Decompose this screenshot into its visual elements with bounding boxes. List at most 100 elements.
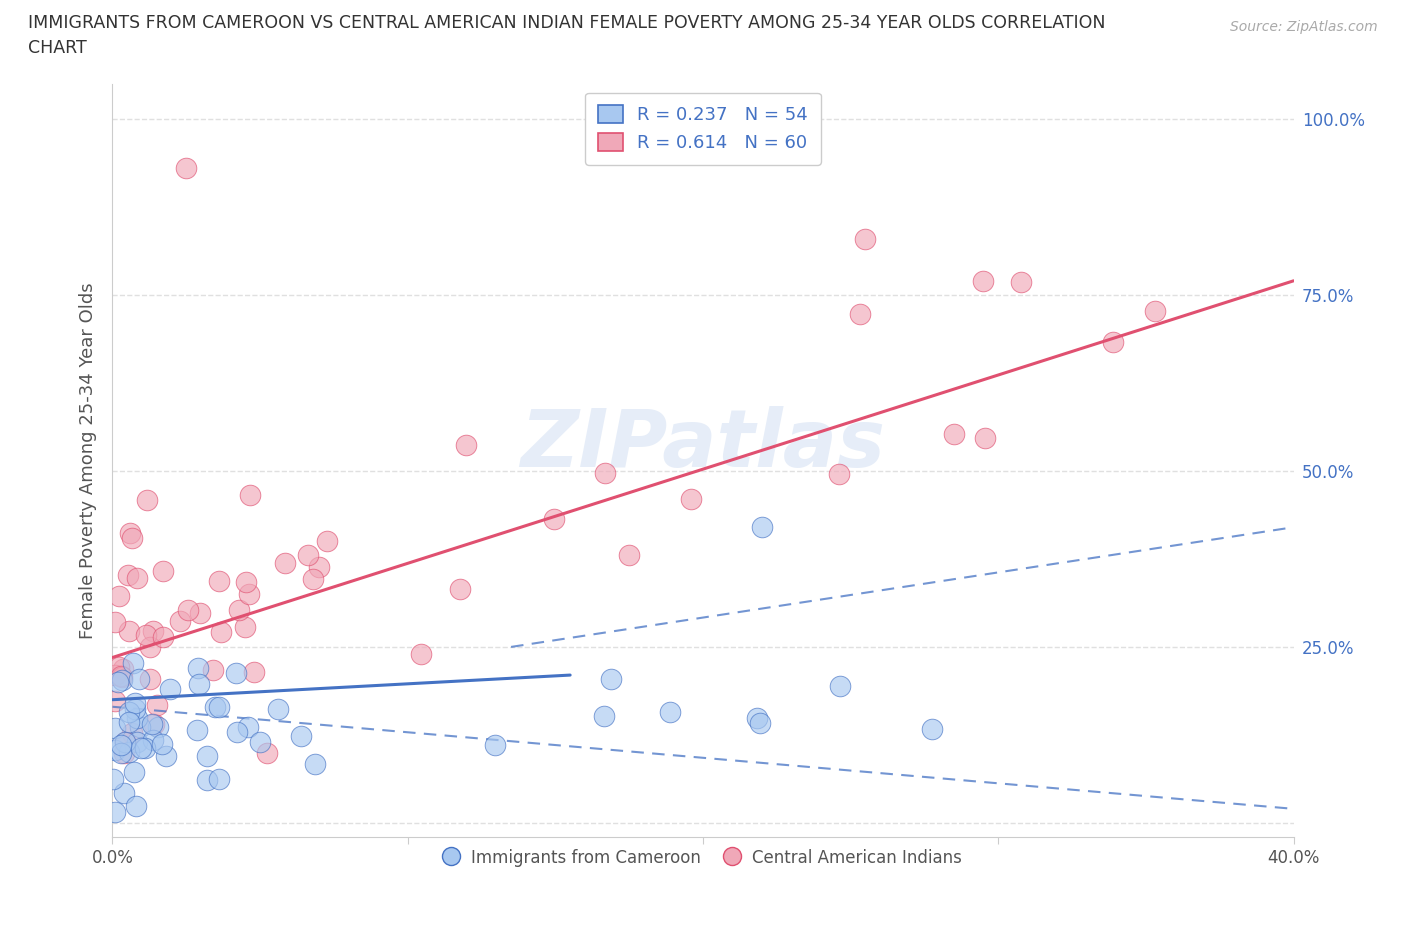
Point [208, 771, 231, 786]
Point [111, 661, 134, 676]
Point [142, 716, 165, 731]
Point [274, 556, 297, 571]
Point [855, 232, 877, 246]
Point [658, 704, 681, 719]
Point [118, 525, 141, 540]
Text: ZIPatlas: ZIPatlas [520, 406, 886, 485]
Point [290, 729, 312, 744]
Point [828, 466, 851, 481]
Point [204, 699, 226, 714]
Point [104, 804, 127, 819]
Point [225, 665, 247, 680]
Legend: Immigrants from Cameroon, Central American Indians: Immigrants from Cameroon, Central Americ… [437, 843, 969, 874]
Point [188, 605, 211, 620]
Point [169, 614, 191, 629]
Point [122, 764, 145, 779]
Point [315, 533, 337, 548]
Point [679, 492, 702, 507]
Point [974, 431, 997, 445]
Point [1102, 335, 1125, 350]
Text: Source: ZipAtlas.com: Source: ZipAtlas.com [1230, 20, 1378, 34]
Point [146, 720, 169, 735]
Point [124, 695, 146, 710]
Point [159, 682, 181, 697]
Point [114, 735, 136, 750]
Point [104, 743, 127, 758]
Point [225, 725, 247, 740]
Point [127, 571, 149, 586]
Point [921, 722, 943, 737]
Point [188, 676, 211, 691]
Point [249, 735, 271, 750]
Point [297, 548, 319, 563]
Y-axis label: Female Poverty Among 25-34 Year Olds: Female Poverty Among 25-34 Year Olds [79, 282, 97, 639]
Point [751, 520, 773, 535]
Point [121, 725, 143, 740]
Point [187, 660, 209, 675]
Point [617, 548, 640, 563]
Point [117, 568, 139, 583]
Point [141, 716, 163, 731]
Point [146, 698, 169, 712]
Point [749, 715, 772, 730]
Point [135, 627, 157, 642]
Point [110, 738, 132, 753]
Point [449, 582, 471, 597]
Point [114, 734, 136, 749]
Point [593, 466, 616, 481]
Point [973, 273, 995, 288]
Point [104, 614, 127, 629]
Point [107, 675, 129, 690]
Point [242, 664, 264, 679]
Point [118, 705, 141, 720]
Point [211, 624, 233, 639]
Point [233, 619, 256, 634]
Point [125, 799, 148, 814]
Point [121, 530, 143, 545]
Point [1143, 303, 1166, 318]
Point [236, 720, 259, 735]
Point [135, 492, 157, 507]
Point [142, 623, 165, 638]
Point [301, 572, 323, 587]
Point [256, 745, 278, 760]
Point [103, 772, 125, 787]
Point [112, 786, 135, 801]
Point [308, 560, 330, 575]
Point [125, 711, 148, 725]
Point [118, 624, 141, 639]
Point [239, 487, 262, 502]
Point [745, 711, 768, 725]
Point [111, 670, 134, 684]
Point [139, 640, 162, 655]
Point [104, 693, 127, 708]
Point [124, 701, 146, 716]
Point [207, 699, 229, 714]
Point [129, 740, 152, 755]
Point [592, 709, 614, 724]
Point [117, 714, 139, 729]
Point [128, 720, 150, 735]
Point [942, 427, 965, 442]
Point [107, 589, 129, 604]
Point [142, 733, 165, 748]
Text: CHART: CHART [28, 39, 87, 57]
Point [110, 746, 132, 761]
Text: IMMIGRANTS FROM CAMEROON VS CENTRAL AMERICAN INDIAN FEMALE POVERTY AMONG 25-34 Y: IMMIGRANTS FROM CAMEROON VS CENTRAL AMER… [28, 14, 1105, 32]
Point [195, 749, 218, 764]
Point [127, 735, 149, 750]
Point [828, 679, 851, 694]
Point [208, 573, 231, 588]
Point [110, 669, 132, 684]
Point [111, 672, 134, 687]
Point [152, 630, 174, 644]
Point [484, 737, 506, 752]
Point [177, 603, 200, 618]
Point [152, 564, 174, 578]
Point [104, 668, 127, 683]
Point [186, 723, 208, 737]
Point [195, 772, 218, 787]
Point [104, 721, 127, 736]
Point [139, 671, 162, 686]
Point [235, 575, 257, 590]
